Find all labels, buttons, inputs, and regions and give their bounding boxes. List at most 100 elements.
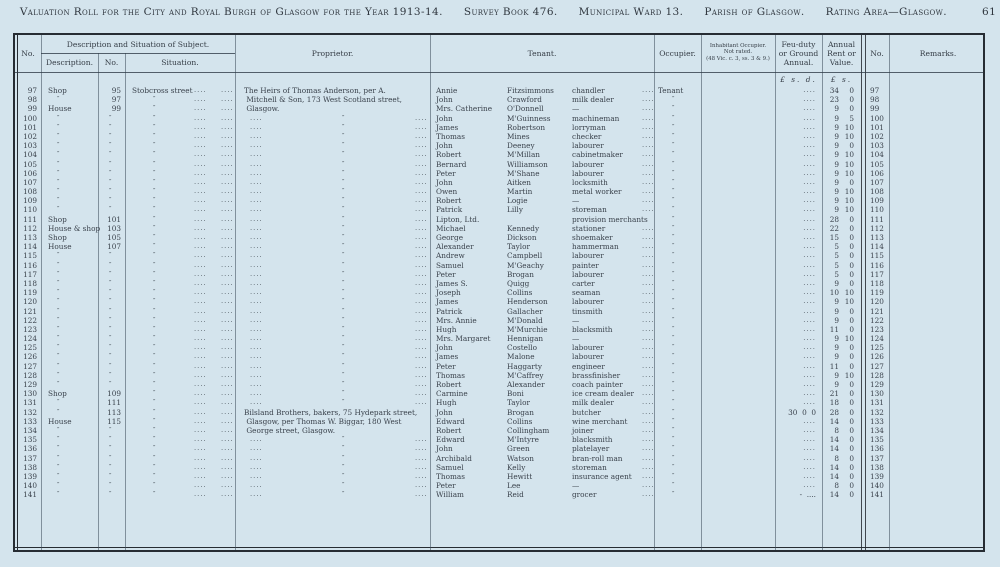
dotted-leader: .... [221,278,234,287]
dotted-leader: .... [250,324,263,333]
tenant-cell: Edward M'Intyre blacksmith.... [430,435,654,444]
street-no-value: ″ [109,306,112,315]
rent-pounds: 28 [829,214,839,224]
tenant-occupation: — [572,196,580,206]
table-row: 101 ″ ″ ″............ ″.... James Robertson lor… [15,123,983,132]
situation-cell: ″........ [125,242,235,251]
rent-shillings: 0 [849,278,854,288]
left-double-rule [17,35,18,550]
ditto-mark: ″ [342,113,345,122]
tenant-first-name: Thomas [436,370,465,380]
description-value: ″ [57,150,60,159]
rent-pounds: 23 [829,95,839,105]
ditto-mark: ″ [342,490,345,499]
situation-cell: ″........ [125,408,235,417]
situation-cell: ″........ [125,435,235,444]
inhabitant-occupier-cell [701,261,775,270]
proprietor-cell: Mitchell & Son, 173 West Scotland street… [235,95,430,104]
tenant-surname: Boni [507,389,524,399]
feu-duty-cell: .... [803,370,816,379]
tenant-surname: O'Donnell [507,104,544,114]
tenant-occupation: metal worker [572,187,622,197]
tenant-cell: John Aitken locksmith.... [430,178,654,187]
table-row: 100 ″ ″ ″............ ″.... John M'Guinness mac… [15,114,983,123]
dotted-leader: .... [250,233,263,241]
street-no-value: ″ [109,352,112,361]
occupier-value: ″ [672,398,675,407]
situation-value: ″ [153,177,156,186]
description-cell: ″ [41,463,98,472]
tenant-first-name: Annie [436,86,458,95]
rent-shillings: 0 [849,453,854,463]
dotted-leader: .... [221,141,234,150]
table-row: 126 ″ ″ ″............ ″.... James Malone labour… [15,352,983,361]
situation-value: ″ [153,205,156,214]
tenant-occupation: ice cream dealer [572,389,635,399]
occupier-cell: Tenant [654,86,701,95]
situation-cell: ″........ [125,352,235,361]
remarks-cell [889,288,983,297]
inhabitant-occupier-cell [701,371,775,380]
proprietor-value: George street, Glasgow. [244,425,336,435]
rent-shillings: 0 [849,260,854,270]
dotted-leader: .... [415,214,428,223]
inhabitant-occupier-cell [701,233,775,242]
dotted-leader: .... [642,131,655,140]
description-cell: ″ [41,426,98,435]
tenant-first-name: Robert [436,150,462,160]
situation-cell: ″........ [125,426,235,435]
street-no-cell: ″ [98,270,125,279]
remarks-cell [889,150,983,159]
description-value: ″ [57,490,60,499]
no-left-cell: 104 [23,150,37,160]
tenant-cell: Hugh Taylor milk dealer.... [430,398,654,407]
ditto-mark: ″ [342,205,345,214]
tenant-cell: Robert Alexander coach painter.... [430,380,654,389]
ditto-mark: ″ [342,150,345,159]
no-left-cell: 121 [23,306,37,316]
tenant-cell: James Robertson lorryman.... [430,123,654,132]
remarks-cell [889,408,983,417]
proprietor-cell: .... ″.... [235,196,430,205]
situation-cell: ″........ [125,95,235,104]
dotted-leader: .... [221,297,234,306]
ditto-mark: ″ [342,159,345,168]
rent-shillings: 0 [849,269,854,279]
dotted-leader: .... [221,343,234,352]
tenant-occupation: platelayer [572,444,610,454]
rent-cell: 14 0 [822,463,861,472]
tenant-cell: Peter M'Shane labourer.... [430,169,654,178]
dotted-leader: .... [415,389,428,398]
situation-cell: ″........ [125,307,235,316]
dotted-leader: .... [221,113,234,122]
description-value: ″ [57,205,60,214]
tenant-cell: Annie Fitzsimmons chandler.... [430,86,654,95]
tenant-first-name: William [436,490,464,500]
situation-cell: ″........ [125,279,235,288]
description-cell: ″ [41,178,98,187]
street-no-value: ″ [109,113,112,122]
description-cell: ″ [41,472,98,481]
no-left-cell: 113 [23,233,37,242]
occupier-cell: ″ [654,490,701,499]
rent-cell: 14 0 [822,472,861,481]
dotted-leader: .... [415,141,428,150]
occupier-cell: ″ [654,297,701,306]
rent-cell: 22 0 [822,224,861,233]
dotted-leader: .... [250,453,263,462]
street-no-value: 109 [107,389,121,399]
street-no-value: ″ [109,490,112,499]
occupier-cell: ″ [654,279,701,288]
description-cell: ″ [41,251,98,260]
inhabitant-occupier-cell [701,417,775,426]
rent-pounds: 14 [829,490,839,500]
feu-duty-cell: .... [803,453,816,462]
situation-value: ″ [153,490,156,499]
dotted-leader: .... [642,205,655,214]
description-value: ″ [57,343,60,352]
situation-cell: ″........ [125,463,235,472]
dotted-leader: .... [642,168,655,177]
inhabitant-occupier-cell [701,132,775,141]
no-left-cell: 137 [23,453,37,463]
